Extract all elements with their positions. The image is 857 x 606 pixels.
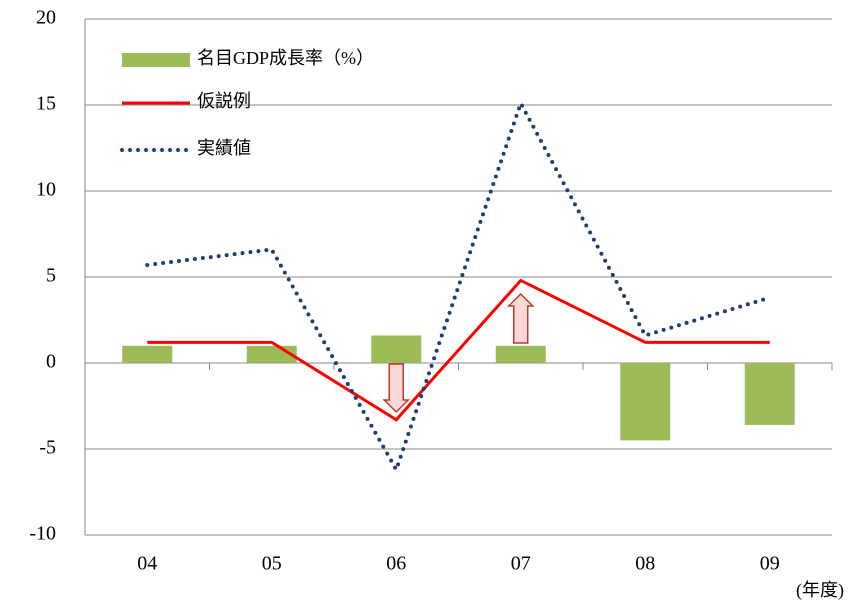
bar [620, 363, 671, 441]
x-unit: (年度) [796, 580, 844, 601]
x-tick-label: 07 [511, 553, 531, 575]
annotation-arrow [382, 363, 411, 414]
bar [495, 345, 546, 363]
legend-swatch [122, 53, 190, 67]
x-tick-label: 05 [262, 553, 282, 575]
y-tick-label: 20 [36, 7, 56, 29]
y-tick-label: 10 [36, 179, 56, 201]
legend-label: 仮説例 [197, 91, 251, 111]
x-tick-label: 06 [386, 553, 406, 575]
line-series [145, 98, 772, 475]
line-series [147, 278, 770, 422]
y-tick-label: 0 [46, 351, 56, 373]
x-tick-label: 04 [137, 553, 157, 575]
y-tick-label: -5 [39, 437, 56, 459]
y-tick-label: 5 [46, 265, 56, 287]
x-tick-label: 09 [760, 553, 780, 575]
x-tick-label: 08 [635, 553, 655, 575]
y-tick-label: -10 [29, 523, 56, 545]
bar [744, 363, 795, 425]
annotation-arrow [506, 292, 535, 344]
bar [371, 335, 422, 363]
y-tick-label: 15 [36, 93, 56, 115]
bar [122, 345, 173, 363]
legend-label: 名目GDP成長率（%） [197, 48, 374, 68]
legend-label: 実績値 [197, 138, 251, 158]
